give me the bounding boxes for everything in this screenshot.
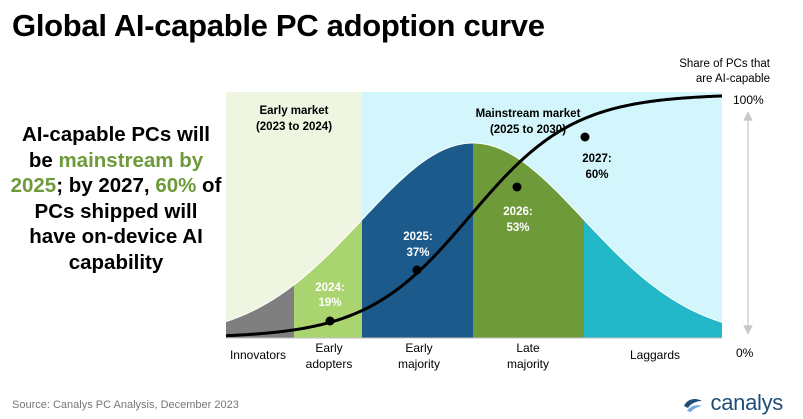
headline-text-3: of PCs shipped will have on-device AI ca…	[29, 174, 222, 274]
label-2026-value: 53%	[506, 222, 529, 234]
right-axis-title-1: Share of PCs that	[679, 58, 771, 70]
canalys-logo-icon	[683, 398, 702, 412]
segment-label-laggards: Laggards	[630, 348, 680, 362]
segment-label-early-adopters-2: adopters	[306, 357, 353, 371]
source-note: Source: Canalys PC Analysis, December 20…	[12, 399, 239, 411]
headline-text-2: ; by 2027,	[56, 174, 156, 197]
mainstream-market-label: Mainstream market	[476, 108, 581, 120]
early-market-years: (2023 to 2024)	[256, 121, 332, 133]
right-axis-top-label: 100%	[733, 93, 764, 107]
early-market-label: Early market	[259, 105, 328, 117]
segment-label-early-majority-2: majority	[398, 357, 440, 371]
brand-name: canalys	[710, 390, 784, 415]
adoption-s-curve	[225, 94, 723, 338]
chart-title: Global AI-capable PC adoption curve	[12, 8, 545, 43]
label-2024-year: 2024:	[315, 282, 344, 294]
right-axis-title-2: are AI-capable	[696, 73, 770, 85]
label-2026-year: 2026:	[503, 206, 532, 218]
point-2024	[325, 316, 335, 326]
point-2025	[412, 265, 422, 275]
point-2027	[580, 132, 590, 142]
mainstream-market-years: (2025 to 2030)	[490, 124, 566, 136]
segment-label-late-majority-2: majority	[507, 357, 549, 371]
headline-text-1: AI-capable PCs will be	[22, 123, 210, 172]
segment-label-early-adopters-1: Early	[315, 341, 342, 355]
segment-label-early-majority-1: Early	[405, 341, 432, 355]
point-2026	[512, 182, 522, 192]
label-2025-value: 37%	[406, 247, 429, 259]
label-2024-value: 19%	[318, 297, 341, 309]
headline-callout: AI-capable PCs will be mainstream by 202…	[10, 122, 222, 275]
headline-highlight-mainstream: mainstream by 2025	[10, 148, 204, 198]
bell-curve-outline	[225, 142, 723, 323]
right-axis-bottom-label: 0%	[736, 346, 754, 360]
headline-highlight-60: 60%	[155, 174, 197, 197]
segment-label-innovators: Innovators	[230, 348, 286, 362]
canalys-logo: canalys	[681, 390, 784, 416]
label-2027-value: 60%	[585, 169, 608, 181]
segment-label-late-majority-1: Late	[516, 341, 540, 355]
label-2027-year: 2027:	[582, 153, 611, 165]
label-2025-year: 2025:	[403, 231, 432, 243]
